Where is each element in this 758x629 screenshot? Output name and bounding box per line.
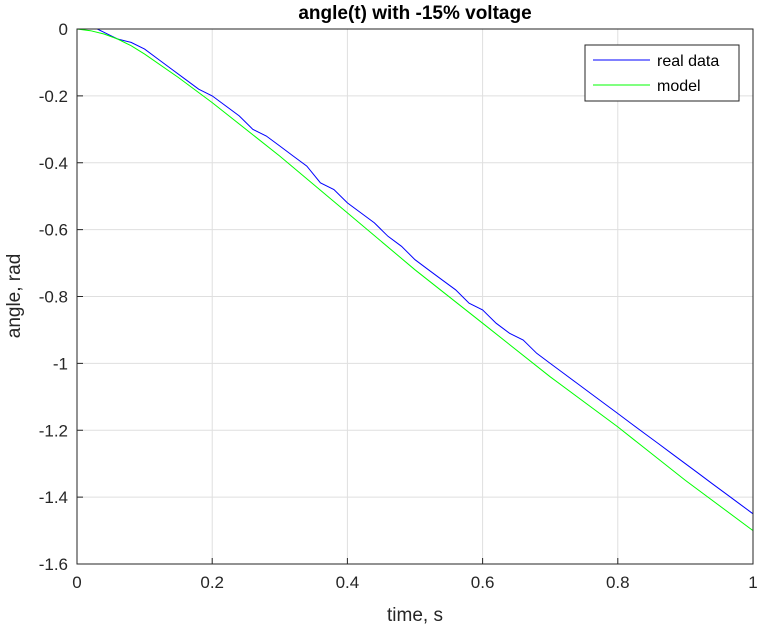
legend: real data model <box>584 44 740 102</box>
series-layer <box>76 28 754 532</box>
y-tick-label: -0.4 <box>39 154 68 173</box>
y-tick-label: -0.6 <box>39 221 68 240</box>
y-tick-label: -1 <box>53 354 68 373</box>
x-tick-label: 0.2 <box>200 573 224 592</box>
x-tick-label: 1 <box>748 573 757 592</box>
chart-title: angle(t) with -15% voltage <box>298 3 531 24</box>
legend-label: real data <box>657 53 719 70</box>
series-line-1 <box>76 28 754 532</box>
y-tick-label: -0.8 <box>39 288 68 307</box>
x-tick-label: 0 <box>72 573 81 592</box>
x-tick-label: 0.4 <box>336 573 360 592</box>
y-tick-label: -0.2 <box>39 87 68 106</box>
ticks: 0 0.2 0.4 0.6 0.8 1 0 -0.2 -0.4 -0.6 -0.8 -1 -1.2 -1.… <box>39 20 758 592</box>
legend-box <box>584 44 740 102</box>
legend-label: model <box>657 78 701 95</box>
x-axis-label: time, s <box>387 605 443 626</box>
y-tick-label: -1.2 <box>39 421 68 440</box>
x-tick-label: 0.6 <box>471 573 495 592</box>
y-tick-label: 0 <box>59 20 68 39</box>
y-tick-label: -1.4 <box>39 488 68 507</box>
x-tick-label: 0.8 <box>606 573 630 592</box>
series-line-0 <box>77 28 754 515</box>
y-tick-label: -1.6 <box>39 555 68 574</box>
y-axis-label: angle, rad <box>4 254 25 339</box>
